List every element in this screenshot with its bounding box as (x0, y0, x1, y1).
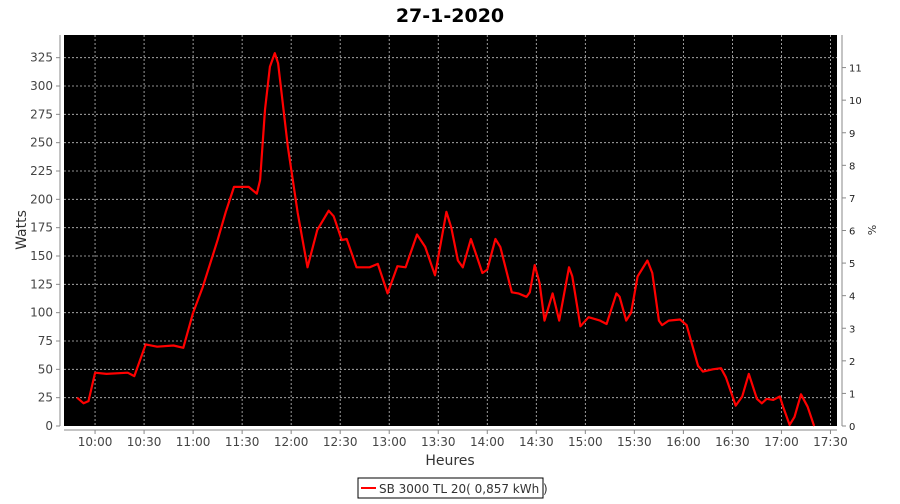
x-tick-label: 17:30 (813, 435, 848, 449)
x-tick-label: 11:00 (176, 435, 211, 449)
x-tick-label: 16:30 (715, 435, 750, 449)
chart-title: 27-1-2020 (396, 5, 504, 27)
y-tick-label: 0 (45, 419, 53, 433)
y2-ticks: 0 1 2 3 4 5 6 7 8 9 10 11 (842, 64, 862, 433)
y2-tick-label: 7 (849, 194, 855, 205)
y2-tick-label: 2 (849, 357, 855, 368)
y-tick-label: 325 (30, 51, 53, 65)
x-ticks: 10:00 10:30 11:00 11:30 12:00 12:30 13:00 13:30… (78, 430, 848, 449)
y2-tick-label: 3 (849, 324, 855, 335)
y-tick-label: 250 (30, 136, 53, 150)
x-tick-label: 14:30 (519, 435, 554, 449)
y2-axis-label: % (865, 225, 878, 235)
y-tick-label: 225 (30, 164, 53, 178)
x-tick-label: 16:00 (666, 435, 701, 449)
y-tick-label: 50 (38, 362, 53, 376)
y2-tick-label: 11 (849, 64, 862, 75)
y2-tick-label: 5 (849, 259, 855, 270)
y-axis-label: Watts (14, 210, 30, 250)
y2-tick-label: 8 (849, 161, 855, 172)
y2-tick-label: 0 (849, 422, 855, 433)
y2-tick-label: 4 (849, 292, 855, 303)
y2-tick-label: 1 (849, 389, 855, 400)
x-tick-label: 15:00 (568, 435, 603, 449)
y-tick-label: 200 (30, 192, 53, 206)
y-tick-label: 125 (30, 277, 53, 291)
x-tick-label: 10:30 (127, 435, 162, 449)
y-tick-label: 175 (30, 221, 53, 235)
legend: SB 3000 TL 20( 0,857 kWh ) (358, 478, 548, 498)
y-tick-label: 300 (30, 79, 53, 93)
x-tick-label: 13:00 (372, 435, 407, 449)
x-tick-label: 17:00 (764, 435, 799, 449)
y2-tick-label: 6 (849, 227, 855, 238)
y-tick-label: 150 (30, 249, 53, 263)
x-tick-label: 12:00 (274, 435, 309, 449)
y2-tick-label: 9 (849, 129, 855, 140)
x-tick-label: 11:30 (225, 435, 260, 449)
y2-tick-label: 10 (849, 96, 862, 107)
x-tick-label: 13:30 (421, 435, 456, 449)
x-tick-label: 10:00 (78, 435, 113, 449)
y-tick-label: 75 (38, 334, 53, 348)
x-tick-label: 12:30 (323, 435, 358, 449)
y-tick-label: 275 (30, 107, 53, 121)
y-tick-label: 100 (30, 306, 53, 320)
y-ticks: 0 25 50 75 100 125 150 175 200 225 250 275 300 325 (30, 51, 60, 433)
legend-label: SB 3000 TL 20( 0,857 kWh ) (379, 482, 548, 496)
x-axis-label: Heures (425, 453, 474, 469)
x-tick-label: 14:00 (470, 435, 505, 449)
x-tick-label: 15:30 (617, 435, 652, 449)
y-tick-label: 25 (38, 391, 53, 405)
